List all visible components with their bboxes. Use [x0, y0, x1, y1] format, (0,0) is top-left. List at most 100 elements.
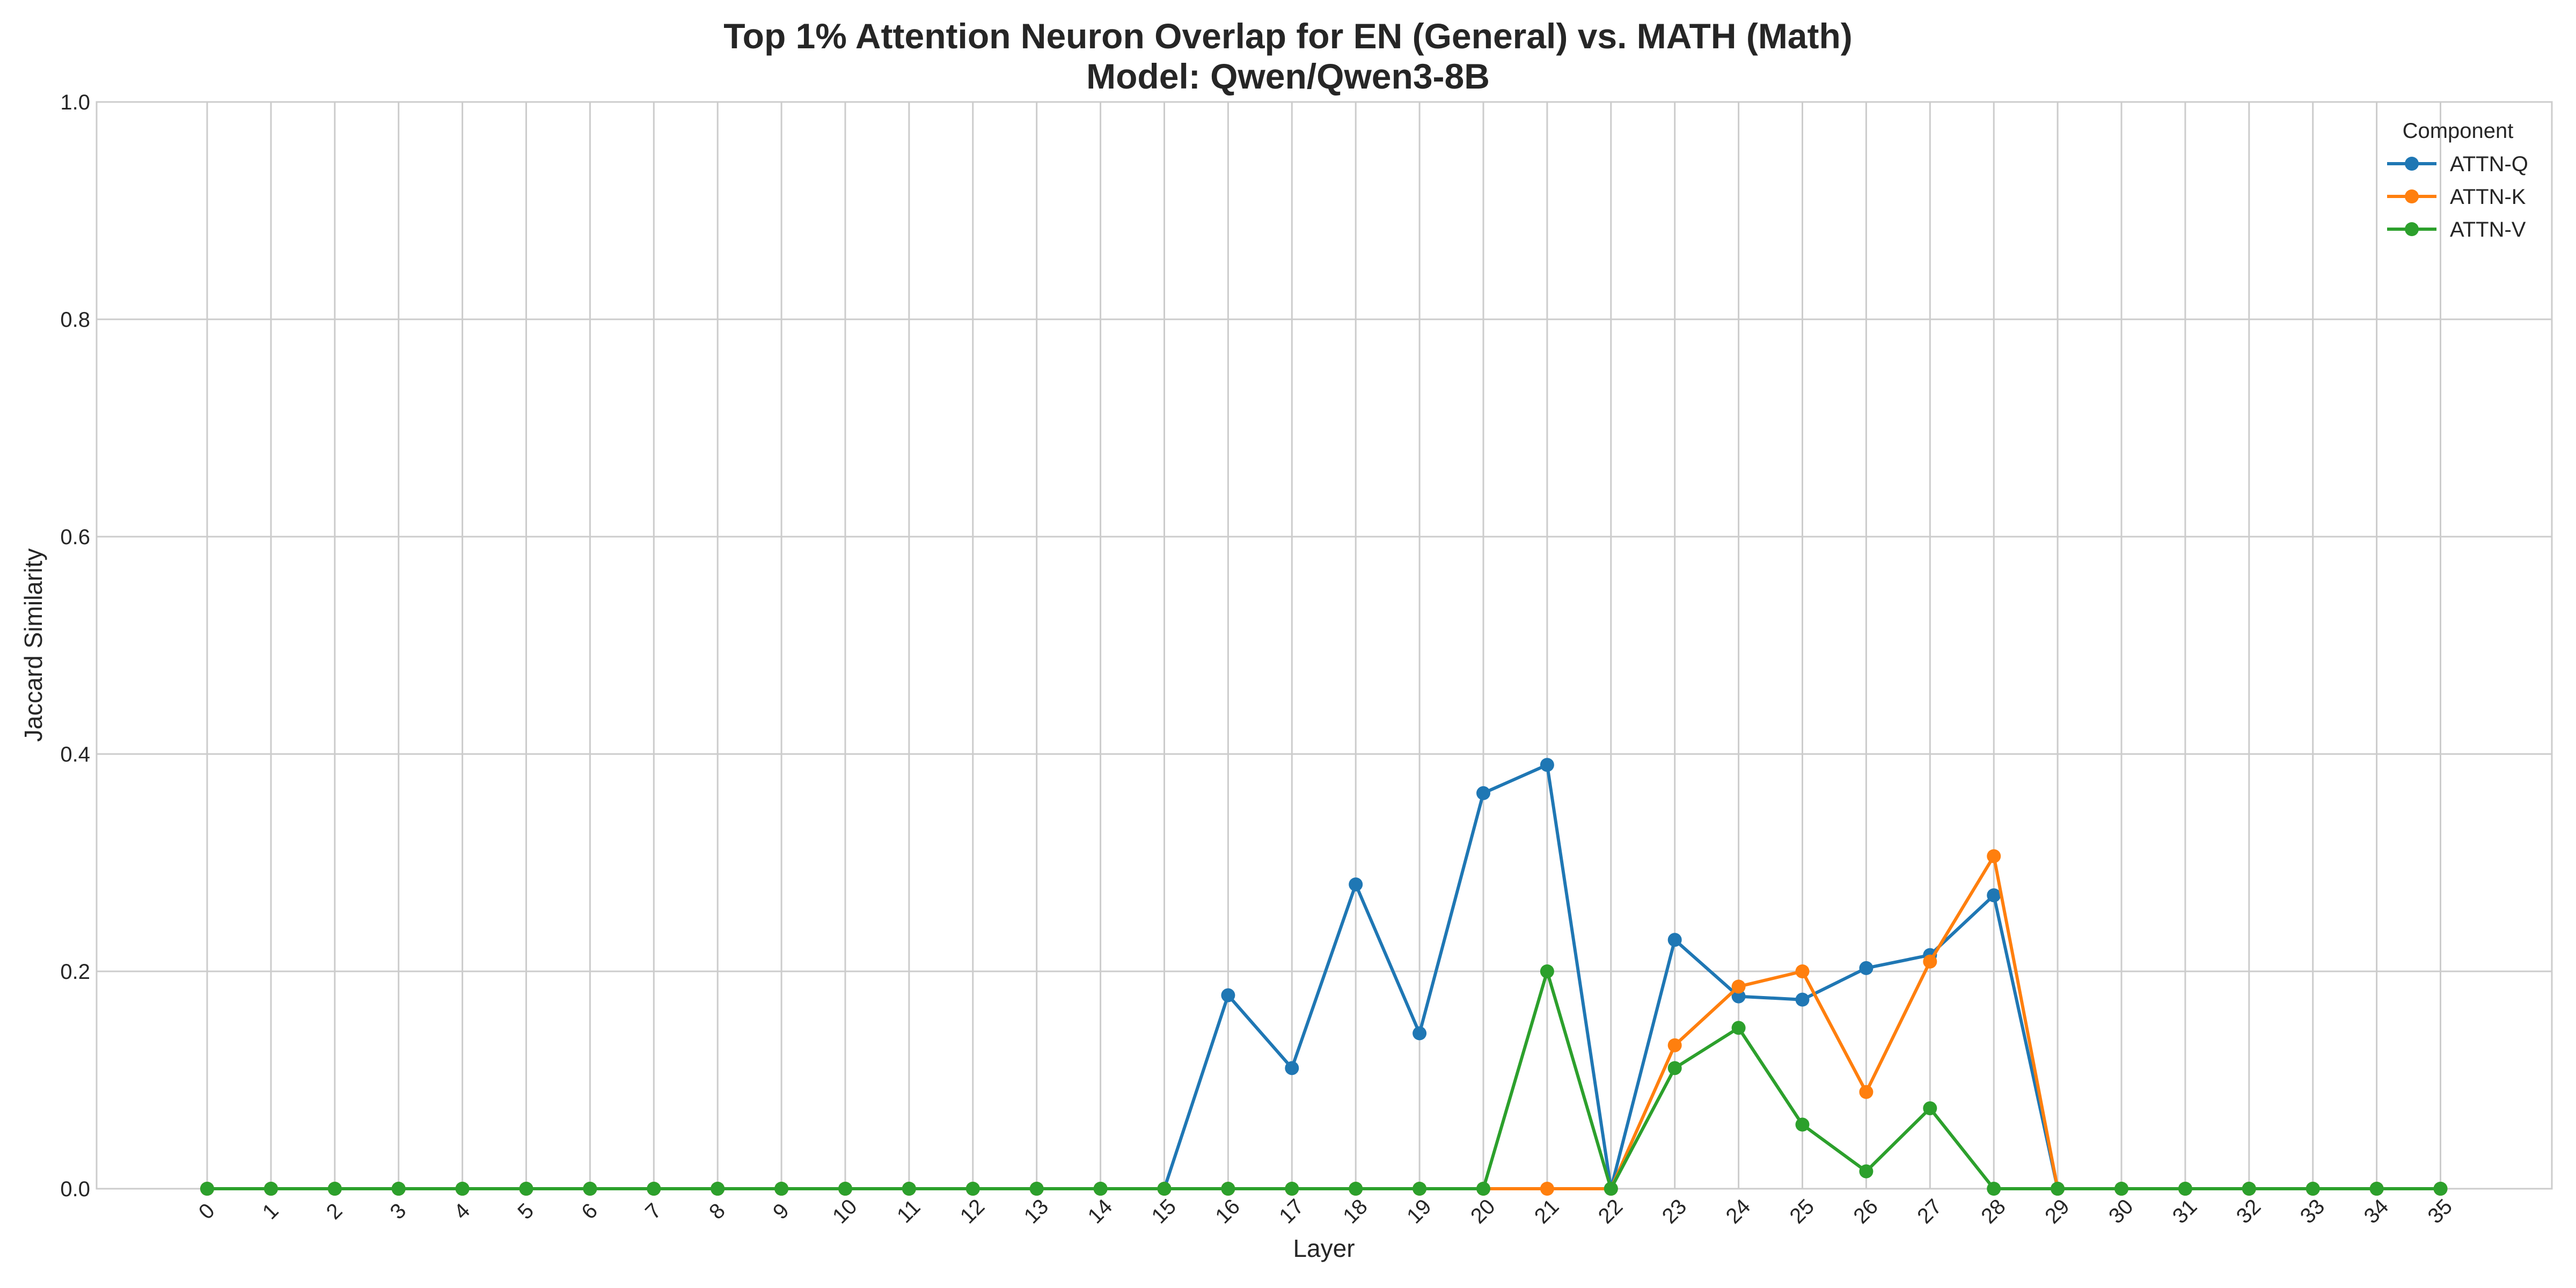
series-line	[207, 970, 2441, 1190]
x-tick-label: 7	[641, 1199, 666, 1224]
chart-subtitle: Model: Qwen/Qwen3-8B	[1086, 56, 1490, 96]
x-tick-label: 22	[1594, 1195, 1628, 1228]
data-point	[1349, 1182, 1363, 1196]
data-point	[1540, 1182, 1554, 1196]
x-tick-label: 35	[2424, 1195, 2457, 1228]
x-tick-label: 8	[705, 1199, 730, 1224]
x-tick-label: 15	[1147, 1195, 1181, 1228]
data-point	[1476, 786, 1490, 800]
legend-item: ATTN-Q	[2387, 152, 2528, 176]
x-tick-label: 19	[1402, 1195, 1436, 1228]
legend-item: ATTN-V	[2387, 218, 2526, 241]
x-tick-label: 30	[2104, 1195, 2138, 1228]
legend-label: ATTN-Q	[2450, 152, 2528, 176]
x-tick-label: 14	[1084, 1195, 1117, 1228]
chart-title: Top 1% Attention Neuron Overlap for EN (…	[723, 16, 1853, 56]
data-point	[1859, 1085, 1874, 1099]
x-tick-label: 11	[892, 1195, 925, 1227]
data-point	[1029, 1182, 1044, 1196]
x-tick-label: 33	[2296, 1195, 2330, 1228]
x-tick-label: 34	[2360, 1195, 2394, 1228]
series	[200, 758, 2448, 1196]
data-point	[1413, 1026, 1427, 1041]
data-point	[1285, 1182, 1299, 1196]
data-point	[1285, 1061, 1299, 1075]
data-point	[711, 1182, 725, 1196]
data-point	[965, 1182, 980, 1196]
data-point	[1349, 877, 1363, 891]
data-point	[2051, 1182, 2065, 1196]
legend-label: ATTN-K	[2450, 185, 2526, 209]
y-tick-label: 0.2	[60, 960, 90, 984]
x-tick-label: 24	[1722, 1195, 1755, 1228]
y-tick-label: 0.4	[60, 743, 90, 766]
data-point	[1540, 964, 1554, 978]
data-point	[1093, 1182, 1108, 1196]
x-tick-label: 12	[956, 1195, 990, 1228]
x-tick-label: 29	[2040, 1195, 2074, 1228]
legend-title: Component	[2403, 119, 2514, 143]
x-tick-label: 21	[1530, 1195, 1564, 1228]
data-point	[1987, 888, 2001, 903]
data-point	[1413, 1182, 1427, 1196]
y-tick-label: 0.8	[60, 308, 90, 332]
x-tick-label: 27	[1913, 1195, 1946, 1228]
x-tick-label: 4	[449, 1199, 474, 1224]
data-point	[264, 1182, 278, 1196]
data-point	[1221, 988, 1235, 1002]
x-tick-label: 6	[577, 1199, 602, 1224]
x-tick-label: 26	[1849, 1195, 1883, 1228]
x-tick-label: 3	[386, 1199, 411, 1224]
y-axis-label: Jaccard Similarity	[19, 548, 47, 742]
x-tick-label: 23	[1658, 1195, 1692, 1228]
data-point	[647, 1182, 661, 1196]
legend-marker	[2405, 222, 2419, 236]
data-point	[1859, 961, 1874, 975]
x-tick-label: 32	[2232, 1195, 2266, 1228]
plot-area-frame	[96, 101, 2553, 1190]
data-point	[1923, 1101, 1937, 1116]
data-point	[1987, 1182, 2001, 1196]
data-point	[1667, 1038, 1682, 1052]
series-attn-k	[200, 849, 2448, 1196]
data-point	[1221, 1182, 1235, 1196]
data-point	[455, 1182, 470, 1196]
data-point	[391, 1182, 406, 1196]
data-point	[1540, 758, 1554, 772]
data-point	[1476, 1182, 1490, 1196]
data-point	[1795, 992, 1810, 1007]
data-point	[1859, 1164, 1874, 1179]
x-tick-label: 16	[1211, 1195, 1245, 1228]
data-point	[2306, 1182, 2320, 1196]
x-tick-label: 25	[1785, 1195, 1819, 1228]
legend-marker	[2405, 157, 2419, 171]
grid	[97, 101, 2552, 1190]
data-point	[1731, 989, 1746, 1004]
legend: Component ATTN-Q ATTN-K ATTN-V	[2387, 119, 2528, 241]
legend-label: ATTN-V	[2450, 218, 2526, 241]
y-axis-ticks: 0.0 0.2 0.4 0.6 0.8 1.0	[60, 91, 90, 1201]
x-tick-label: 18	[1338, 1195, 1372, 1228]
data-point	[2178, 1182, 2192, 1196]
data-point	[1795, 964, 1810, 978]
x-tick-label: 5	[513, 1199, 538, 1224]
data-point	[838, 1182, 852, 1196]
x-tick-label: 17	[1275, 1195, 1308, 1228]
x-tick-label: 0	[194, 1199, 219, 1224]
y-tick-label: 1.0	[60, 91, 90, 114]
data-point	[1667, 1061, 1682, 1075]
data-point	[1604, 1182, 1618, 1196]
data-point	[2433, 1182, 2448, 1196]
x-tick-label: 20	[1466, 1195, 1500, 1228]
series-line	[207, 763, 2441, 1190]
data-point	[519, 1182, 533, 1196]
legend-item: ATTN-K	[2387, 185, 2526, 209]
data-point	[1667, 933, 1682, 947]
legend-marker	[2405, 189, 2419, 203]
data-point	[1731, 1021, 1746, 1035]
data-point	[902, 1182, 916, 1196]
x-tick-label: 1	[258, 1199, 283, 1224]
data-point	[1923, 954, 1937, 969]
data-point	[1987, 849, 2001, 863]
